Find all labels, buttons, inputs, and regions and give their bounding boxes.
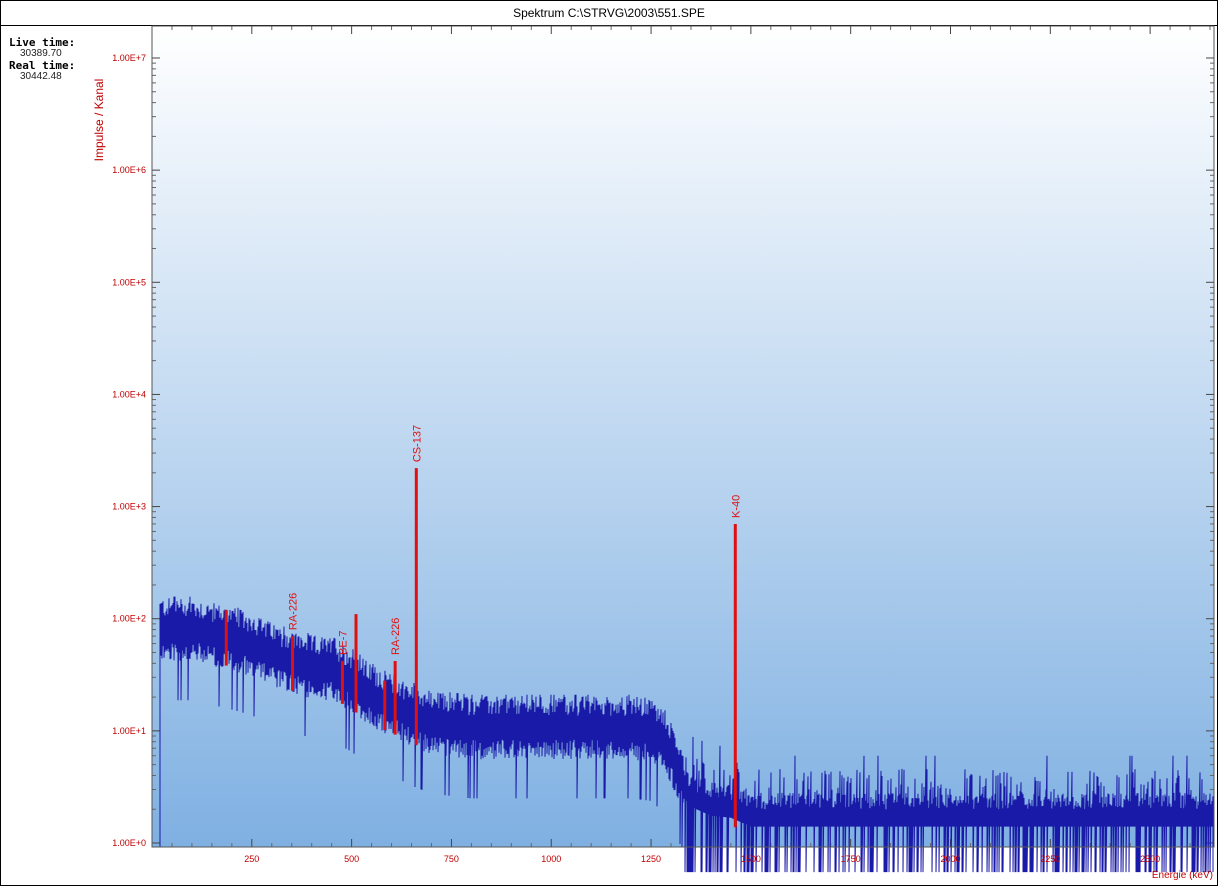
y-tick-labels: 1.00E+0 1.00E+1 1.00E+2 1.00E+3 1.00E+4 1.00E…: [112, 53, 146, 848]
peak-label: CS-137: [411, 425, 423, 462]
x-tick-labels: 250 500 750 1000 1250 1500 1750 2000 2250 2500: [244, 854, 1160, 864]
peak-markers: RA-226 BE-7 RA-226 CS-137 K-40: [224, 425, 742, 828]
x-tick-label: 2500: [1140, 854, 1160, 864]
peak-label: K-40: [730, 495, 742, 518]
x-tick-label: 250: [244, 854, 259, 864]
y-tick-label: 1.00E+1: [112, 726, 146, 736]
x-tick-label: 1000: [541, 854, 561, 864]
x-tick-label: 1500: [741, 854, 761, 864]
peak-label: BE-7: [337, 630, 349, 654]
x-tick-label: 1250: [641, 854, 661, 864]
y-tick-label: 1.00E+6: [112, 165, 146, 175]
x-tick-label: 750: [444, 854, 459, 864]
real-time-value: 30442.48: [20, 71, 62, 82]
live-time-value: 30389.70: [20, 48, 62, 59]
y-axis-label: Impulse / Kanal: [92, 79, 106, 162]
y-tick-label: 1.00E+4: [112, 389, 146, 399]
x-axis-label: Energie (keV): [1152, 870, 1213, 881]
y-tick-label: 1.00E+2: [112, 614, 146, 624]
y-tick-label: 1.00E+3: [112, 502, 146, 512]
peak-label: RA-226: [288, 593, 300, 630]
y-tick-label: 1.00E+5: [112, 277, 146, 287]
x-tick-label: 2250: [1040, 854, 1060, 864]
live-time-label: Live time:: [9, 36, 76, 49]
x-tick-label: 1750: [841, 854, 861, 864]
real-time-label: Real time:: [9, 59, 76, 72]
peak-label: RA-226: [390, 618, 402, 655]
x-tick-label: 2000: [940, 854, 960, 864]
spectrum-series: [159, 596, 1214, 873]
x-tick-label: 500: [344, 854, 359, 864]
axis-ticks: [152, 26, 1214, 847]
plot-border: [151, 25, 1215, 848]
plot-area: [152, 26, 1214, 847]
y-tick-label: 1.00E+0: [112, 838, 146, 848]
y-tick-label: 1.00E+7: [112, 53, 146, 63]
